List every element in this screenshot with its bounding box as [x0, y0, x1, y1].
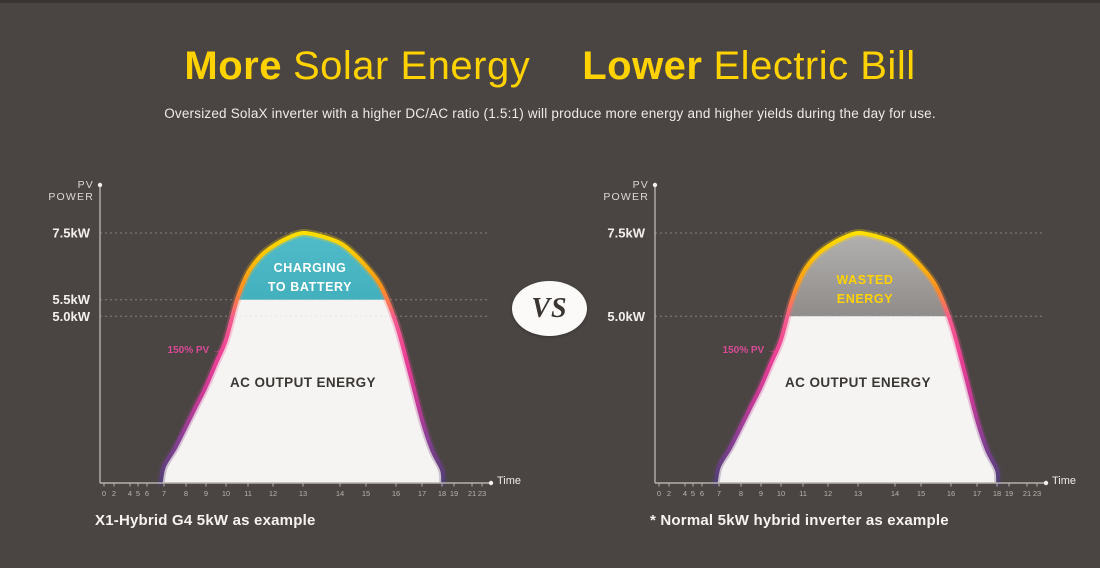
x-tick-label: 15: [917, 489, 925, 498]
region-top-line2: ENERGY: [836, 292, 894, 307]
x-tick-label: 2: [667, 489, 671, 498]
x-tick-label: 0: [102, 489, 106, 498]
y-tick-label: 5.5kW: [52, 292, 90, 307]
x-tick-label: 0: [657, 489, 661, 498]
y-axis-title: PV POWER: [603, 179, 649, 203]
x-tick-label: 9: [204, 489, 208, 498]
x-tick-label: 19: [450, 489, 458, 498]
x-tick-label: 16: [947, 489, 955, 498]
right-chart-plot: 7.5kW 5.0kW 0 2 4 5 6 7 8 9 10 11 12 13 14 15 16 17 18 19 21…: [607, 182, 1049, 498]
ac-output-energy-label: AC OUTPUT ENERGY: [785, 375, 931, 390]
x-tick-label: 4: [683, 489, 687, 498]
x-axis-title: Time: [1052, 475, 1077, 487]
pv-150-annotation: 150% PV →: [167, 345, 222, 356]
wasted-energy-label: WASTED ENERGY: [785, 271, 945, 310]
chart-panel-hybrid-g4: PV POWER 7.5kW 5.5kW 5.0kW 0 2 4 5 6 7 8 9 10 11 12 13…: [35, 175, 521, 560]
vs-label: VS: [531, 292, 568, 324]
x-axis-end-dot: [488, 480, 494, 486]
title-more: More: [184, 44, 282, 88]
x-tick-label: 4: [128, 489, 132, 498]
left-chart-caption: X1-Hybrid G4 5kW as example: [95, 512, 316, 529]
page-title: More Solar Energy Lower Electric Bill: [0, 0, 1100, 89]
left-chart-plot: 7.5kW 5.5kW 5.0kW 0 2 4 5 6 7 8 9 10 11 12 13 14 15 16 17 1…: [52, 182, 494, 498]
x-tick-label: 21: [468, 489, 476, 498]
region-top-line2: TO BATTERY: [267, 280, 353, 295]
vs-badge: VS: [512, 281, 587, 336]
x-tick-label: 19: [1005, 489, 1013, 498]
title-lower-electric-bill: Lower Electric Bill: [582, 44, 915, 89]
x-tick-label: 17: [973, 489, 981, 498]
x-tick-label: 6: [700, 489, 704, 498]
title-solar-energy: Solar Energy: [292, 44, 531, 88]
x-tick-label: 14: [891, 489, 899, 498]
x-tick-label: 18: [993, 489, 1001, 498]
charging-to-battery-label: CHARGING TO BATTERY: [230, 259, 390, 298]
x-axis-end-dot: [1043, 480, 1049, 486]
x-tick-label: 10: [222, 489, 230, 498]
x-tick-label: 5: [691, 489, 695, 498]
title-lower: Lower: [582, 44, 703, 88]
subtitle: Oversized SolaX inverter with a higher D…: [164, 106, 936, 121]
x-tick-label: 9: [759, 489, 763, 498]
x-tick-label: 12: [824, 489, 832, 498]
y-tick-label: 5.0kW: [607, 309, 645, 324]
title-more-solar-energy: More Solar Energy: [184, 44, 530, 89]
x-tick-label: 7: [162, 489, 166, 498]
pv-150-annotation: 150% PV →: [722, 345, 777, 356]
ac-output-energy-label: AC OUTPUT ENERGY: [230, 375, 376, 390]
x-tick-label: 21: [1023, 489, 1031, 498]
x-axis-title: Time: [497, 475, 522, 487]
x-tick-label: 12: [269, 489, 277, 498]
x-tick-label: 23: [1033, 489, 1041, 498]
y-axis-end-dot: [652, 182, 658, 188]
y-axis-title: PV POWER: [48, 179, 94, 203]
x-tick-label: 23: [478, 489, 486, 498]
x-tick-label: 13: [854, 489, 862, 498]
x-tick-label: 17: [418, 489, 426, 498]
pv-curve: [158, 230, 446, 485]
right-chart-caption: * Normal 5kW hybrid inverter as example: [650, 512, 949, 529]
y-axis-end-dot: [97, 182, 103, 188]
x-tick-label: 5: [136, 489, 140, 498]
region-top-line1: WASTED: [836, 273, 894, 287]
y-tick-label: 5.0kW: [52, 309, 90, 324]
chart-panel-normal-inverter: PV POWER 7.5kW 5.0kW 0 2 4 5 6 7 8 9 10 11 12 13 14 15 1…: [590, 175, 1076, 560]
x-tick-label: 16: [392, 489, 400, 498]
title-electric-bill: Electric Bill: [713, 44, 916, 88]
x-tick-label: 18: [438, 489, 446, 498]
region-top-line1: CHARGING: [273, 261, 347, 275]
pv-curve: [713, 230, 1001, 485]
x-tick-label: 7: [717, 489, 721, 498]
y-tick-label: 7.5kW: [52, 226, 90, 241]
x-tick-label: 2: [112, 489, 116, 498]
y-tick-label: 7.5kW: [607, 226, 645, 241]
x-tick-label: 14: [336, 489, 344, 498]
x-tick-label: 11: [244, 489, 252, 498]
x-tick-label: 13: [299, 489, 307, 498]
x-tick-label: 6: [145, 489, 149, 498]
x-tick-label: 15: [362, 489, 370, 498]
x-tick-label: 8: [739, 489, 743, 498]
x-tick-label: 11: [799, 489, 807, 498]
x-tick-label: 8: [184, 489, 188, 498]
x-tick-label: 10: [777, 489, 785, 498]
